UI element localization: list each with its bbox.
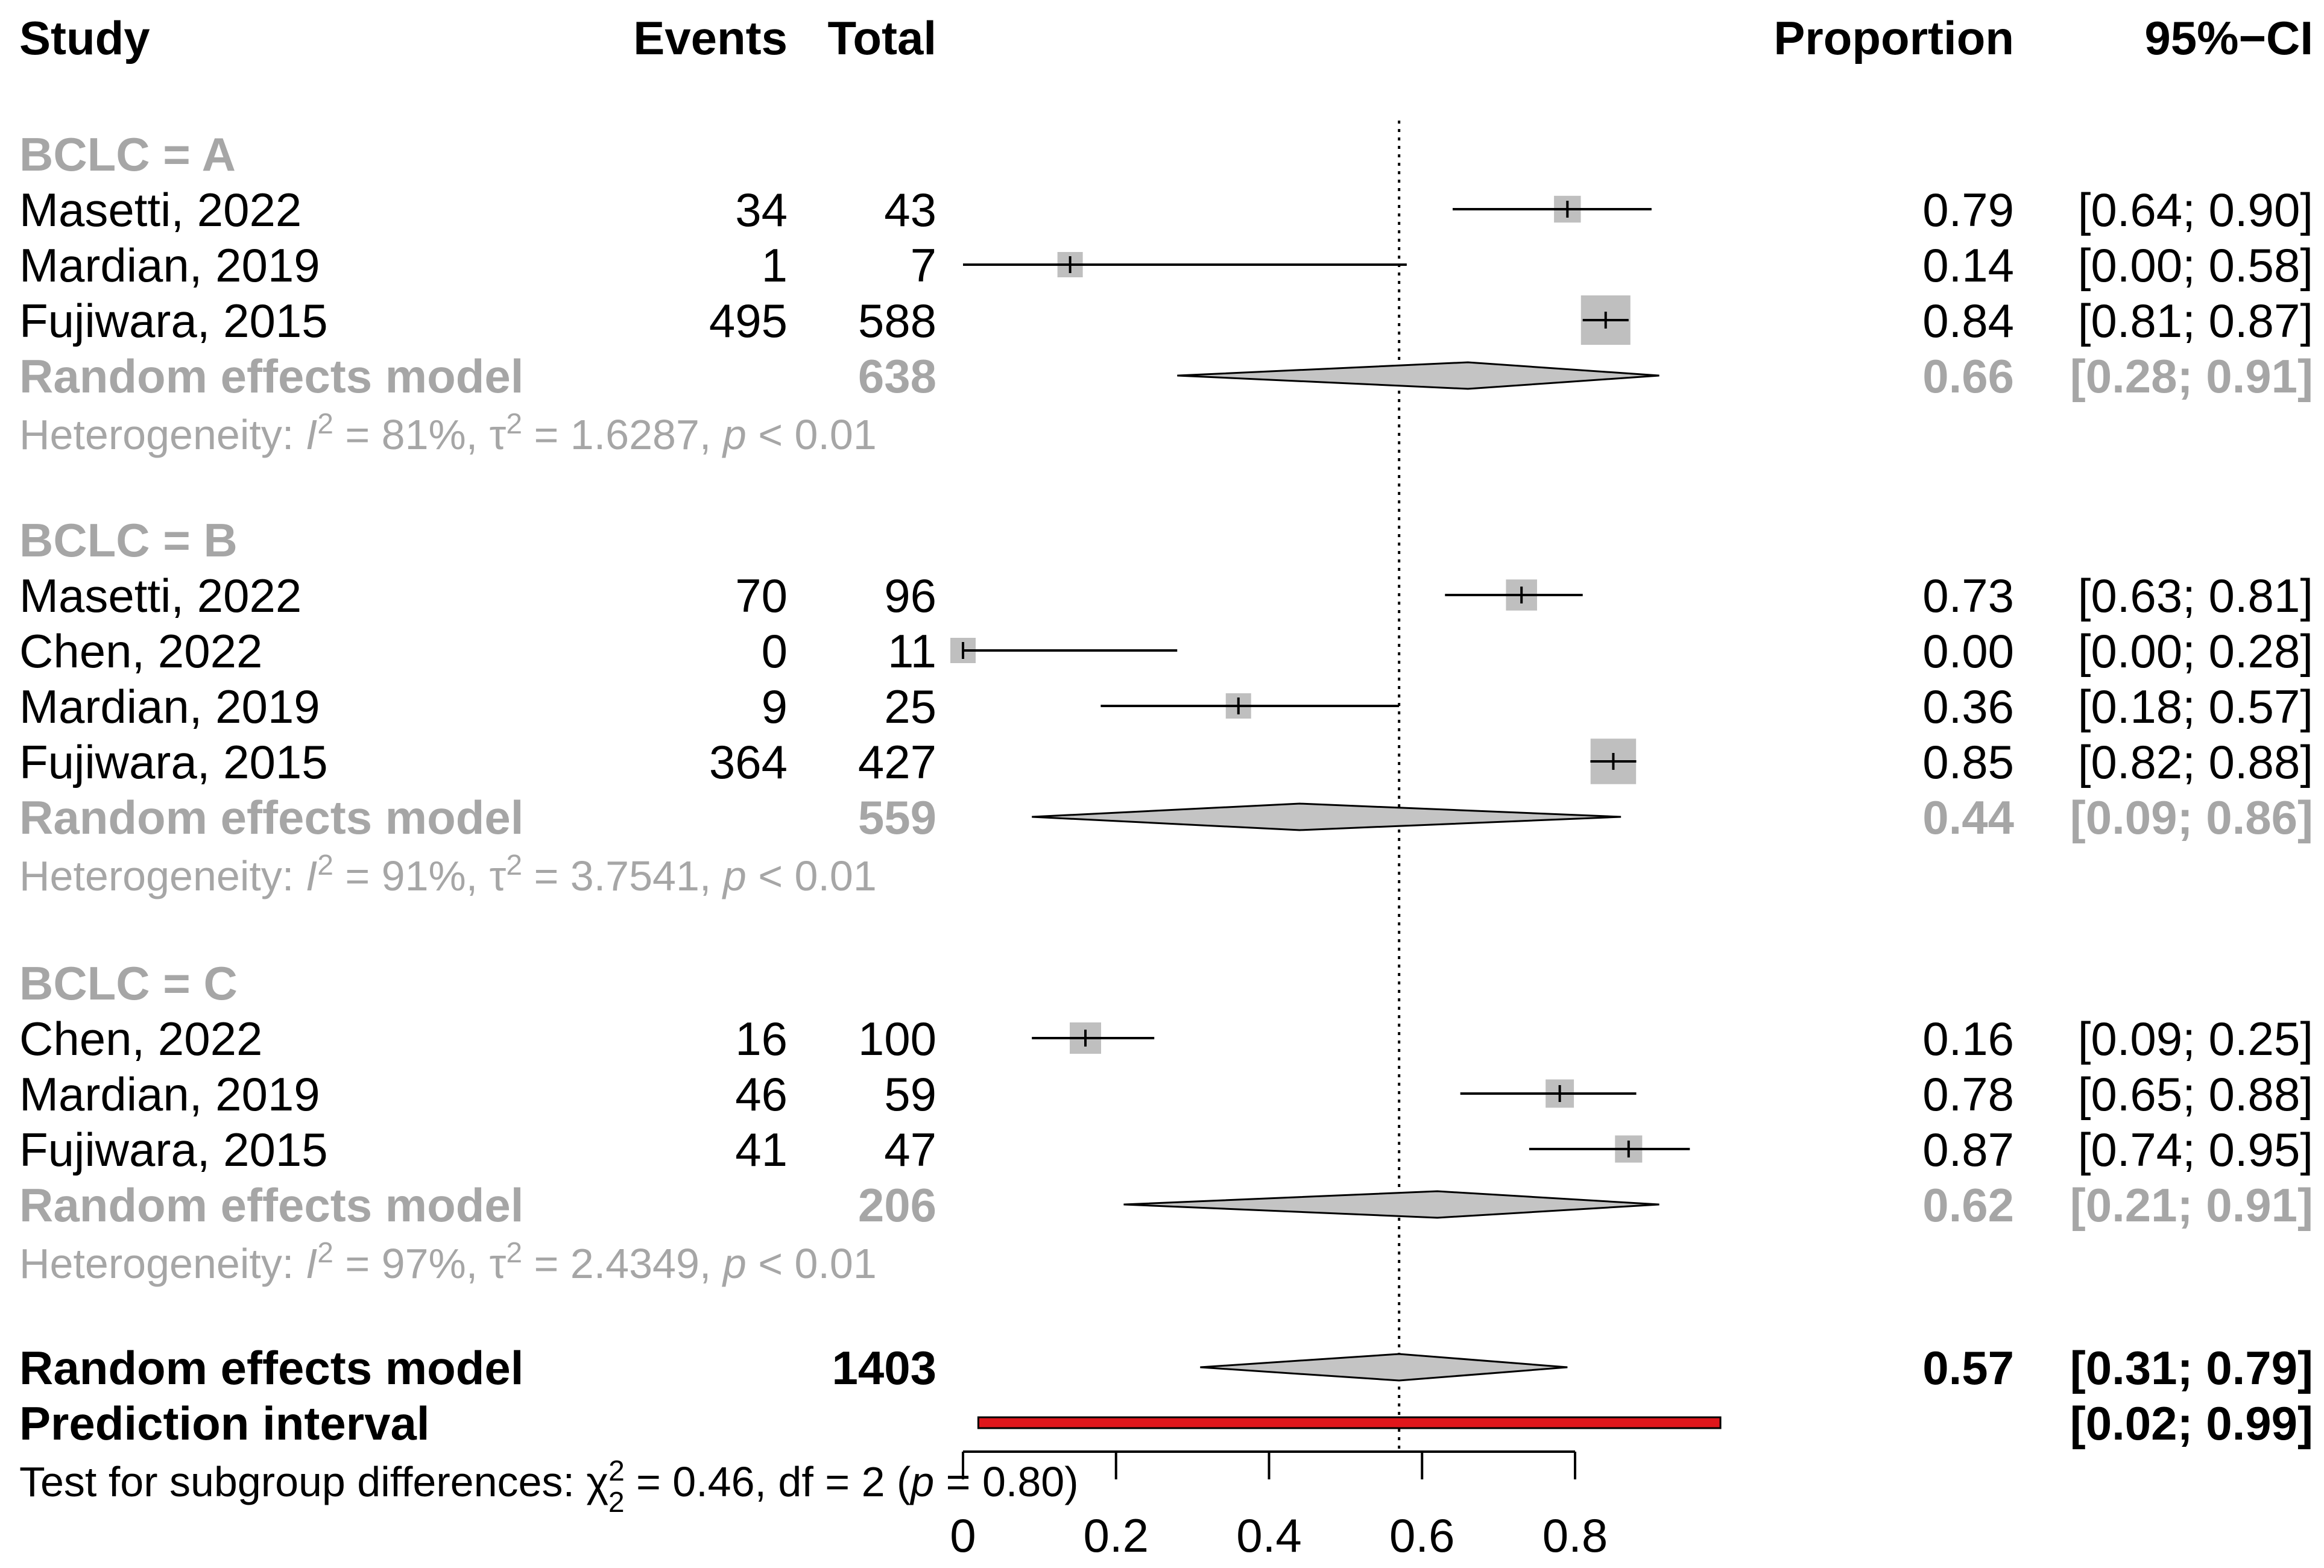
study-total: 7 [911,239,936,292]
x-axis: 0 0.2 0.4 0.6 0.8 [950,1450,1608,1562]
study-name: Mardian, 2019 [19,1068,320,1121]
study-proportion: 0.36 [1922,680,2014,733]
subgroup-model-diamond [1032,802,1621,831]
study-name: Masetti, 2022 [19,569,302,622]
overall-model-diamond [1200,1353,1568,1382]
study-proportion: 0.14 [1922,239,2014,292]
study-events: 41 [735,1123,788,1176]
study-proportion: 0.85 [1922,735,2014,789]
study-total: 588 [858,294,936,347]
subgroup-model-diamond [1177,361,1659,390]
axis-tick-label: 0.2 [1084,1509,1149,1562]
study-ci: [0.64; 0.90] [2078,183,2313,236]
study-events: 70 [735,569,788,622]
study-events: 34 [735,183,788,236]
subgroup-model-proportion: 0.62 [1922,1179,2014,1232]
subgroup-label: BCLC = B [19,514,238,567]
study-ci: [0.09; 0.25] [2078,1012,2313,1065]
study-total: 100 [858,1012,936,1065]
prediction-interval-bar [977,1416,1722,1429]
study-events: 364 [709,735,788,789]
study-events: 495 [709,294,788,347]
study-proportion: 0.84 [1922,294,2014,347]
heterogeneity-text: Heterogeneity: I2 = 91%, τ2 = 3.7541, p … [19,849,877,899]
study-total: 59 [884,1068,936,1121]
subgroup-model-ci: [0.28; 0.91] [2070,350,2313,403]
study-name: Fujiwara, 2015 [19,735,328,789]
overall-model-total: 1403 [832,1341,936,1394]
subgroup-model-proportion: 0.44 [1922,791,2014,844]
subgroup-model-label: Random effects model [19,1179,523,1232]
study-ci: [0.00; 0.58] [2078,239,2313,292]
subgroup-model-total: 206 [858,1179,936,1232]
study-events: 46 [735,1068,788,1121]
study-proportion: 0.16 [1922,1012,2014,1065]
study-ci: [0.00; 0.28] [2078,625,2313,678]
study-total: 25 [884,680,936,733]
study-name: Mardian, 2019 [19,680,320,733]
study-proportion: 0.00 [1922,625,2014,678]
subgroup-label: BCLC = A [19,128,236,181]
study-name: Fujiwara, 2015 [19,1123,328,1176]
study-proportion: 0.79 [1922,183,2014,236]
study-name: Fujiwara, 2015 [19,294,328,347]
header-events: Events [633,11,788,65]
study-name: Mardian, 2019 [19,239,320,292]
subgroup-label: BCLC = C [19,957,238,1010]
axis-tick-label: 0.4 [1236,1509,1301,1562]
study-total: 43 [884,183,936,236]
study-ci: [0.74; 0.95] [2078,1123,2313,1176]
subgroup-model-diamond [1123,1190,1659,1219]
overall-model-ci: [0.31; 0.79] [2070,1341,2313,1394]
header-ci: 95%−CI [2144,11,2313,65]
study-name: Chen, 2022 [19,625,262,678]
subgroup-model-ci: [0.09; 0.86] [2070,791,2313,844]
study-name: Chen, 2022 [19,1012,262,1065]
study-events: 0 [762,625,788,678]
axis-tick-label: 0 [950,1509,976,1562]
subgroup-test-text: Test for subgroup differences: χ2 2 = 0.4… [19,1455,1079,1519]
overall-model-label: Random effects model [19,1341,523,1394]
study-name: Masetti, 2022 [19,183,302,236]
axis-tick-label: 0.8 [1542,1509,1608,1562]
study-events: 1 [762,239,788,292]
header-study: Study [19,11,150,65]
study-proportion: 0.73 [1922,569,2014,622]
subgroup-model-total: 559 [858,791,936,844]
study-total: 47 [884,1123,936,1176]
study-ci: [0.65; 0.88] [2078,1068,2313,1121]
overall-model-proportion: 0.57 [1922,1341,2014,1394]
study-total: 11 [888,625,936,678]
axis-tick-label: 0.6 [1389,1509,1454,1562]
header-proportion: Proportion [1773,11,2014,65]
subgroup-model-ci: [0.21; 0.91] [2070,1179,2313,1232]
study-proportion: 0.87 [1922,1123,2014,1176]
study-ci: [0.63; 0.81] [2078,569,2313,622]
header-total: Total [827,11,936,65]
study-events: 16 [735,1012,788,1065]
study-ci: [0.18; 0.57] [2078,680,2313,733]
prediction-label: Prediction interval [19,1397,430,1450]
study-ci: [0.81; 0.87] [2078,294,2313,347]
study-ci: [0.82; 0.88] [2078,735,2313,789]
subgroup-model-total: 638 [858,350,936,403]
heterogeneity-text: Heterogeneity: I2 = 97%, τ2 = 2.4349, p … [19,1237,877,1287]
study-total: 96 [884,569,936,622]
prediction-ci: [0.02; 0.99] [2070,1397,2313,1450]
subgroup-model-proportion: 0.66 [1922,350,2014,403]
study-proportion: 0.78 [1922,1068,2014,1121]
study-events: 9 [762,680,788,733]
subgroup-model-label: Random effects model [19,350,523,403]
subgroup-model-label: Random effects model [19,791,523,844]
study-total: 427 [858,735,936,789]
heterogeneity-text: Heterogeneity: I2 = 81%, τ2 = 1.6287, p … [19,408,877,458]
